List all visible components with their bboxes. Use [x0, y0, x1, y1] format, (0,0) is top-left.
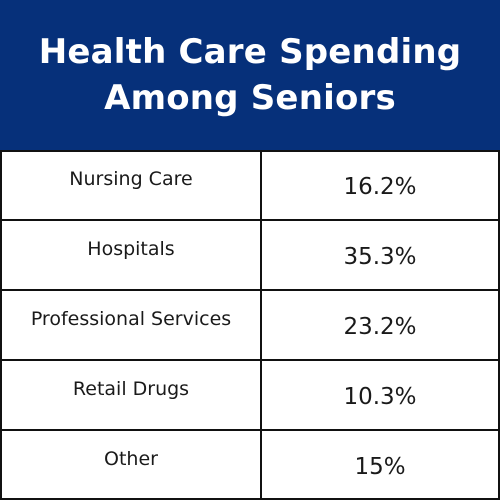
category-label-cell: Hospitals [2, 218, 262, 291]
category-label-cell: Nursing Care [2, 152, 262, 221]
chart-title-line-2: Among Seniors [104, 78, 396, 118]
percentage-value: 15% [354, 453, 406, 480]
chart-title: Health Care Spending Among Seniors [39, 29, 462, 121]
table-row: Hospitals 35.3% [2, 218, 498, 291]
chart-title-line-1: Health Care Spending [38, 32, 462, 72]
percentage-value: 23.2% [343, 313, 417, 340]
percentage-value: 10.3% [343, 384, 417, 411]
table-row: Retail Drugs 10.3% [2, 359, 498, 432]
percentage-value: 35.3% [343, 243, 417, 270]
percentage-value-cell: 15% [260, 429, 498, 498]
title-banner: Health Care Spending Among Seniors [0, 0, 500, 150]
category-label: Retail Drugs [72, 378, 190, 401]
percentage-value-cell: 23.2% [260, 288, 498, 362]
category-label-cell: Professional Services [2, 288, 262, 362]
category-label-cell: Retail Drugs [2, 359, 262, 432]
category-label: Other [104, 447, 158, 470]
category-label-cell: Other [2, 429, 262, 498]
spending-table: Nursing Care 16.2% Hospitals 35.3% Profe… [0, 150, 500, 500]
category-label: Nursing Care [69, 168, 193, 191]
category-label: Professional Services [30, 307, 232, 330]
category-label: Hospitals [87, 237, 175, 260]
table-row: Other 15% [2, 429, 498, 498]
table-row: Professional Services 23.2% [2, 288, 498, 362]
spending-table-grid: Nursing Care 16.2% Hospitals 35.3% Profe… [2, 152, 498, 498]
percentage-value-cell: 16.2% [260, 152, 498, 221]
percentage-value-cell: 10.3% [260, 359, 498, 432]
percentage-value-cell: 35.3% [260, 218, 498, 291]
table-row: Nursing Care 16.2% [2, 152, 498, 221]
percentage-value: 16.2% [343, 174, 417, 201]
